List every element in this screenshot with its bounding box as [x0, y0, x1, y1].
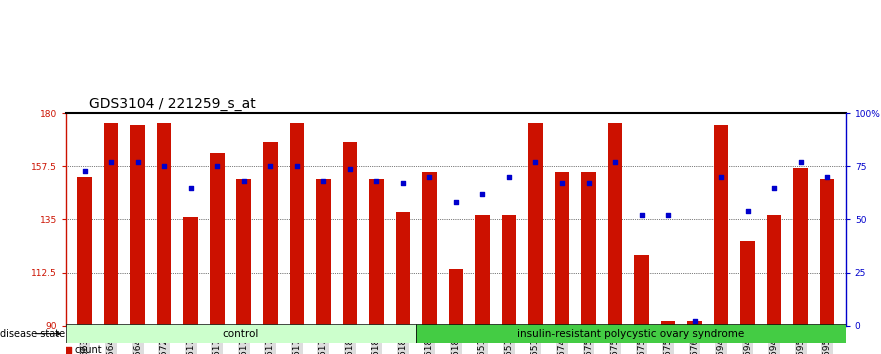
Point [369, 178, 383, 184]
Bar [687, 321, 702, 326]
Bar [396, 212, 411, 326]
Bar [661, 321, 676, 326]
Bar [416, 324, 846, 343]
Point [448, 200, 463, 205]
Bar [183, 217, 198, 326]
Point [714, 174, 729, 180]
Point [183, 185, 197, 190]
Point [62, 347, 75, 353]
Bar [369, 179, 383, 326]
Point [130, 159, 144, 165]
Point [794, 159, 808, 165]
Point [767, 185, 781, 190]
Bar [210, 153, 225, 326]
Point [741, 208, 755, 214]
Point [396, 181, 410, 186]
Point [608, 159, 622, 165]
Point [78, 168, 92, 173]
Bar [475, 215, 490, 326]
Bar [581, 172, 596, 326]
Bar [448, 269, 463, 326]
Point [422, 174, 436, 180]
Point [555, 181, 569, 186]
Bar [157, 123, 172, 326]
Point [476, 191, 490, 197]
Text: control: control [223, 329, 259, 339]
Bar [501, 215, 516, 326]
Point [634, 212, 648, 218]
Text: count: count [74, 344, 101, 354]
Point [661, 212, 675, 218]
Point [581, 181, 596, 186]
Point [237, 178, 251, 184]
Bar [290, 123, 304, 326]
Bar [104, 123, 118, 326]
Bar [422, 172, 437, 326]
Bar [316, 179, 330, 326]
Bar [236, 179, 251, 326]
Bar [766, 215, 781, 326]
Bar [608, 123, 622, 326]
Bar [263, 142, 278, 326]
Bar [820, 179, 834, 326]
Bar [66, 324, 416, 343]
Bar [130, 125, 145, 326]
Bar [714, 125, 729, 326]
Text: insulin-resistant polycystic ovary syndrome: insulin-resistant polycystic ovary syndr… [517, 329, 744, 339]
Bar [634, 255, 648, 326]
Point [343, 166, 357, 171]
Bar [740, 241, 755, 326]
Point [529, 159, 543, 165]
Point [157, 164, 171, 169]
Point [263, 164, 278, 169]
Bar [529, 123, 543, 326]
Point [820, 174, 834, 180]
Text: disease state: disease state [0, 329, 65, 339]
Point [687, 319, 701, 324]
Point [104, 159, 118, 165]
Bar [794, 167, 808, 326]
Point [211, 164, 225, 169]
Bar [555, 172, 569, 326]
Bar [78, 177, 92, 326]
Bar [343, 142, 357, 326]
Point [502, 174, 516, 180]
Point [290, 164, 304, 169]
Text: GDS3104 / 221259_s_at: GDS3104 / 221259_s_at [90, 97, 256, 111]
Point [316, 178, 330, 184]
